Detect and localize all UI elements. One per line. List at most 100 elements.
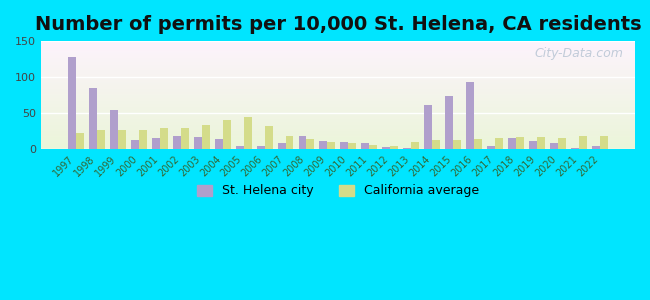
Bar <box>369 145 378 149</box>
Bar <box>41 136 635 137</box>
Bar <box>320 141 328 149</box>
Bar <box>41 71 635 73</box>
Bar <box>118 130 125 149</box>
Bar <box>41 145 635 146</box>
Bar <box>41 43 635 44</box>
Bar <box>265 126 272 149</box>
Bar <box>361 143 369 149</box>
Bar <box>41 95 635 96</box>
Title: Number of permits per 10,000 St. Helena, CA residents: Number of permits per 10,000 St. Helena,… <box>34 15 642 34</box>
Bar <box>41 110 635 111</box>
Bar <box>41 45 635 46</box>
Bar <box>41 130 635 131</box>
Bar <box>41 61 635 63</box>
Bar <box>41 102 635 103</box>
Bar <box>41 70 635 71</box>
Bar <box>41 69 635 70</box>
Bar <box>41 138 635 140</box>
Bar <box>41 56 635 57</box>
Bar <box>41 52 635 53</box>
Bar <box>41 125 635 127</box>
Legend: St. Helena city, California average: St. Helena city, California average <box>192 179 484 203</box>
Bar <box>41 144 635 145</box>
Bar <box>41 41 635 42</box>
Bar <box>41 42 635 43</box>
Bar <box>41 65 635 66</box>
Bar <box>41 84 635 86</box>
Bar <box>453 140 461 149</box>
Bar <box>516 137 524 149</box>
Bar <box>41 128 635 129</box>
Bar <box>41 55 635 56</box>
Bar <box>41 50 635 51</box>
Bar <box>298 136 307 149</box>
Bar <box>41 116 635 117</box>
Bar <box>41 146 635 147</box>
Bar <box>41 148 635 149</box>
Bar <box>411 142 419 149</box>
Bar <box>424 104 432 149</box>
Bar <box>382 147 391 149</box>
Bar <box>151 138 160 149</box>
Bar <box>495 138 503 149</box>
Bar <box>41 93 635 94</box>
Bar <box>592 146 600 149</box>
Bar <box>41 96 635 97</box>
Bar <box>41 76 635 77</box>
Bar <box>328 142 335 149</box>
Bar <box>41 111 635 112</box>
Bar <box>571 148 579 149</box>
Bar <box>432 140 440 149</box>
Bar <box>41 113 635 115</box>
Bar <box>537 137 545 149</box>
Bar <box>41 142 635 143</box>
Bar <box>41 48 635 49</box>
Bar <box>160 128 168 149</box>
Bar <box>41 74 635 75</box>
Bar <box>41 82 635 83</box>
Bar <box>41 143 635 144</box>
Bar <box>466 82 474 149</box>
Bar <box>41 54 635 55</box>
Bar <box>41 66 635 67</box>
Bar <box>181 128 188 149</box>
Bar <box>41 89 635 90</box>
Bar <box>257 146 265 149</box>
Bar <box>41 49 635 50</box>
Bar <box>285 136 294 149</box>
Bar <box>341 142 348 149</box>
Bar <box>41 134 635 135</box>
Bar <box>579 136 587 149</box>
Bar <box>235 146 244 149</box>
Bar <box>41 97 635 98</box>
Bar <box>41 106 635 107</box>
Bar <box>41 86 635 88</box>
Bar <box>41 112 635 113</box>
Bar <box>41 77 635 78</box>
Bar <box>307 139 315 149</box>
Bar <box>41 75 635 76</box>
Bar <box>41 67 635 68</box>
Bar <box>173 136 181 149</box>
Bar <box>41 88 635 89</box>
Bar <box>41 51 635 52</box>
Bar <box>41 68 635 69</box>
Bar <box>41 83 635 84</box>
Bar <box>41 44 635 45</box>
Bar <box>41 120 635 121</box>
Bar <box>131 140 138 149</box>
Bar <box>391 146 398 149</box>
Bar <box>222 120 231 149</box>
Bar <box>41 63 635 64</box>
Bar <box>41 73 635 74</box>
Bar <box>445 96 453 149</box>
Bar <box>41 100 635 101</box>
Bar <box>41 133 635 134</box>
Bar <box>508 138 516 149</box>
Bar <box>41 58 635 59</box>
Bar <box>41 137 635 138</box>
Bar <box>41 79 635 80</box>
Bar <box>76 133 84 149</box>
Bar <box>41 132 635 133</box>
Bar <box>41 122 635 123</box>
